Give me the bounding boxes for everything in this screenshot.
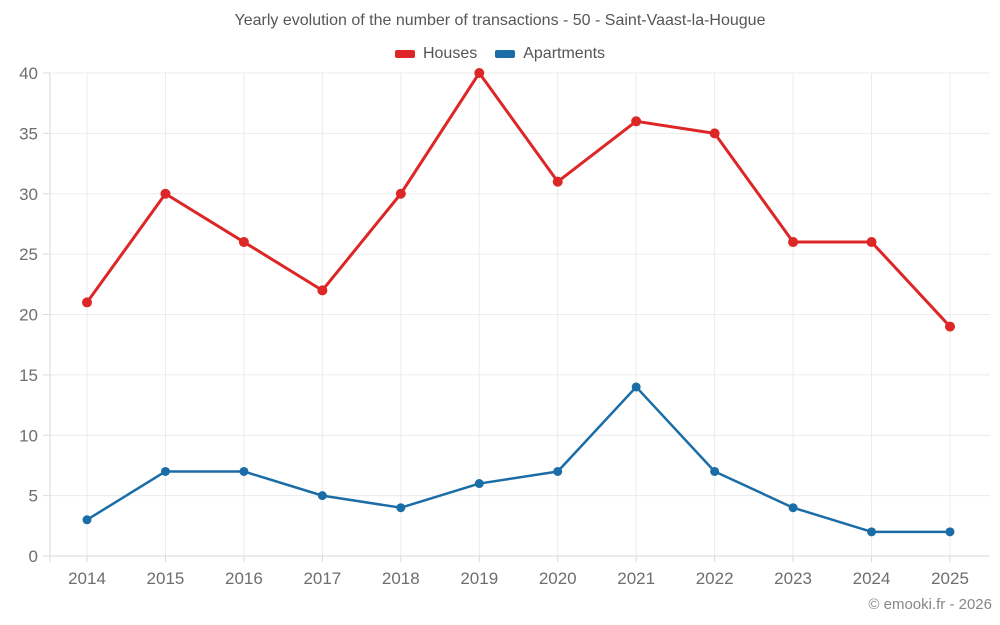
y-tick-label: 25 (19, 245, 38, 264)
data-point-houses-2017[interactable] (317, 285, 328, 296)
x-tick-label: 2025 (931, 569, 969, 588)
data-point-houses-2020[interactable] (552, 176, 563, 187)
data-point-houses-2023[interactable] (788, 237, 799, 248)
y-tick-label: 0 (29, 547, 38, 566)
data-point-apartments-2018[interactable] (396, 503, 406, 513)
data-point-apartments-2023[interactable] (788, 503, 798, 513)
gridlines (50, 72, 990, 556)
data-point-apartments-2024[interactable] (867, 527, 877, 537)
data-point-apartments-2017[interactable] (317, 491, 327, 501)
data-point-apartments-2014[interactable] (82, 515, 92, 525)
x-tick-label: 2019 (460, 569, 498, 588)
data-point-houses-2021[interactable] (631, 116, 642, 127)
data-point-houses-2024[interactable] (866, 237, 877, 248)
x-tick-label: 2021 (617, 569, 655, 588)
data-point-houses-2022[interactable] (709, 128, 720, 139)
series-line (85, 71, 952, 329)
data-point-houses-2019[interactable] (474, 68, 485, 78)
x-tick-label: 2017 (303, 569, 341, 588)
axes (43, 72, 990, 562)
apartments-legend-swatch-icon (495, 50, 516, 58)
y-tick-label: 40 (19, 64, 38, 83)
x-tick-label: 2023 (774, 569, 812, 588)
data-point-houses-2025[interactable] (945, 321, 955, 332)
data-point-houses-2014[interactable] (82, 297, 92, 308)
data-point-apartments-2015[interactable] (160, 466, 170, 476)
legend-item-houses[interactable]: Houses (394, 45, 478, 63)
series-line (85, 385, 952, 534)
series-apartments (82, 382, 955, 537)
x-tick-label: 2015 (147, 569, 185, 588)
data-point-apartments-2016[interactable] (239, 466, 249, 476)
data-point-apartments-2020[interactable] (553, 466, 563, 476)
x-tick-label: 2022 (696, 569, 734, 588)
chart-legend: Houses Apartments (0, 45, 1000, 63)
x-tick-label: 2014 (68, 569, 106, 588)
chart-title: Yearly evolution of the number of transa… (234, 12, 766, 29)
data-point-houses-2018[interactable] (395, 188, 406, 199)
legend-item-apartments[interactable]: Apartments (495, 45, 605, 63)
apartments-legend-label: Apartments (523, 45, 606, 62)
y-tick-label: 5 (29, 487, 38, 506)
y-tick-label: 30 (19, 185, 38, 204)
y-tick-label: 10 (19, 426, 38, 445)
x-tick-label: 2018 (382, 569, 420, 588)
x-tick-label: 2016 (225, 569, 263, 588)
series-houses (82, 68, 955, 332)
x-tick-label: 2020 (539, 569, 577, 588)
data-point-apartments-2022[interactable] (710, 466, 720, 476)
chart-footer-attribution: © emooki.fr - 2026 (868, 596, 992, 613)
data-point-apartments-2025[interactable] (945, 527, 955, 537)
houses-legend-label: Houses (422, 45, 478, 62)
data-point-apartments-2019[interactable] (474, 479, 484, 489)
y-tick-label: 35 (19, 124, 38, 143)
x-tick-label: 2024 (853, 569, 891, 588)
data-point-houses-2016[interactable] (238, 237, 249, 248)
y-tick-label: 20 (19, 306, 38, 325)
y-tick-label: 15 (19, 366, 38, 385)
houses-legend-swatch-icon (394, 50, 415, 58)
data-point-apartments-2021[interactable] (631, 382, 641, 392)
data-point-houses-2015[interactable] (160, 188, 171, 199)
